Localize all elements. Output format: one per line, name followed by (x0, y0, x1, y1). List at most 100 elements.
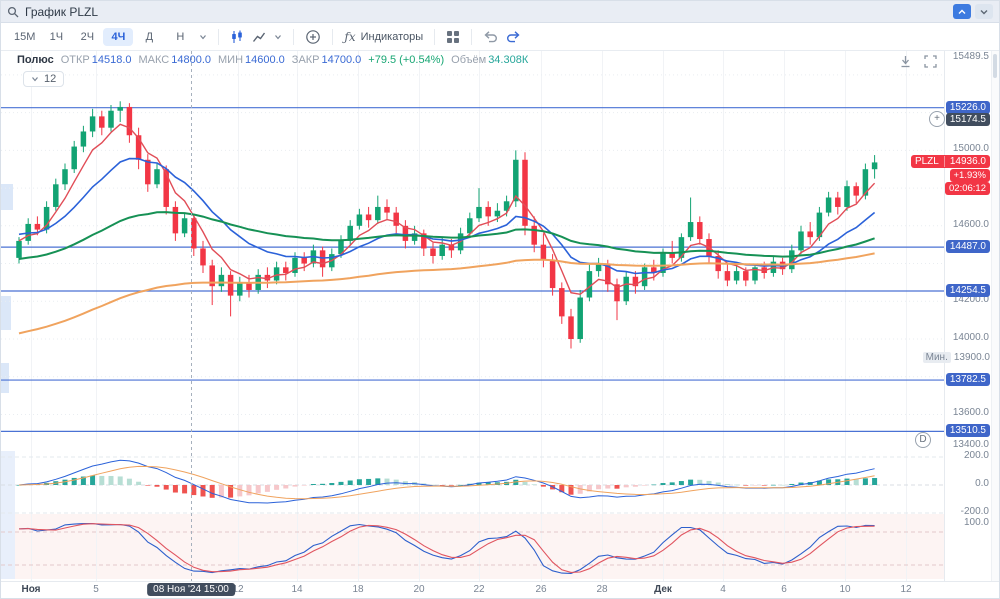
chart-type-candles-button[interactable] (226, 27, 248, 47)
candle (531, 225, 537, 245)
expand-panel-button[interactable] (975, 4, 993, 19)
candle (163, 169, 169, 207)
layout-grid-button[interactable] (442, 27, 464, 47)
date-tick: 14 (291, 584, 303, 595)
date-tick: 12 (900, 584, 912, 595)
legend-change: +79.5 (+0.54%) (368, 54, 445, 66)
macd-hist-bar (568, 485, 574, 495)
macd-hist-bar (301, 485, 307, 486)
search-icon[interactable] (7, 6, 19, 18)
macd-hist-bar (448, 485, 454, 486)
candle (218, 274, 225, 287)
macd-hist-bar (669, 482, 675, 485)
timeframe-Н[interactable]: Н (176, 30, 185, 43)
legend-high: МАКС 14800.0 (138, 54, 212, 66)
chart-type-dropdown-button[interactable] (270, 30, 286, 44)
date-tick: 6 (781, 584, 787, 595)
candle (365, 214, 372, 221)
candle (421, 233, 427, 249)
chevron-down-icon (980, 9, 988, 14)
dividend-marker[interactable]: D (915, 432, 931, 448)
date-tick: 10 (839, 584, 851, 595)
macd-hist-bar (743, 485, 749, 486)
chart-corner-tools (899, 55, 937, 68)
timeframe-dropdown-button[interactable] (195, 30, 211, 44)
macd-hist-bar (338, 481, 344, 485)
toolbar-separator (293, 28, 295, 45)
macd-hist-bar (274, 485, 280, 490)
macd-hist-bar (531, 484, 537, 485)
timeframe-1Ч[interactable]: 1Ч (49, 30, 64, 43)
macd-hist-bar (356, 479, 362, 485)
fullscreen-icon[interactable] (924, 55, 937, 68)
stoch-k-line (18, 522, 875, 574)
candle (568, 316, 574, 340)
macd-hist-bar (209, 485, 215, 498)
chevron-down-icon (32, 77, 38, 82)
undo-button[interactable] (479, 27, 502, 46)
macd-hist-bar (485, 482, 491, 485)
candle (191, 218, 197, 249)
macd-hist-bar (559, 485, 565, 493)
collapse-panel-button[interactable] (953, 4, 971, 19)
candle (80, 131, 87, 147)
candle (411, 233, 418, 241)
macd-hist-bar (439, 485, 445, 486)
macd-hist-bar (844, 478, 850, 485)
ma-long-orange (18, 252, 875, 335)
candle (632, 276, 639, 287)
candle (393, 212, 399, 226)
add-comparison-button[interactable] (301, 26, 325, 48)
indicators-chip[interactable]: 12 (23, 71, 65, 87)
candle (209, 265, 215, 287)
date-tick: 4 (720, 584, 726, 595)
macd-hist-bar (310, 484, 316, 485)
candle (549, 259, 556, 289)
add-order-button[interactable]: + (929, 111, 945, 128)
redo-button[interactable] (502, 27, 525, 46)
vertical-scrollbar[interactable] (991, 51, 999, 582)
timeframe-Д[interactable]: Д (145, 30, 154, 43)
candle (126, 106, 133, 136)
candle (301, 257, 307, 264)
date-tick: 20 (413, 584, 425, 595)
macd-hist-bar (678, 481, 684, 485)
legend-close: ЗАКР 14700.0 (291, 54, 362, 66)
candle (844, 186, 850, 207)
candle (835, 197, 841, 207)
macd-hist-bar (154, 485, 160, 487)
scrollbar-thumb[interactable] (993, 54, 997, 78)
timeframe-2Ч[interactable]: 2Ч (80, 30, 95, 43)
price-axis[interactable] (944, 51, 992, 582)
toolbar-separator (471, 28, 473, 45)
legend-low: МИН 14600.0 (218, 54, 285, 66)
timeframe-15М[interactable]: 15М (14, 30, 36, 43)
timeframe-4Ч[interactable]: 4Ч (103, 27, 134, 46)
candle (347, 225, 353, 241)
macd-hist-bar (292, 485, 298, 487)
candle (448, 244, 455, 251)
candle (246, 282, 252, 290)
macd-hist-bar (16, 485, 22, 486)
candle (577, 297, 583, 340)
macd-hist-bar (228, 485, 234, 498)
toolbar-separator (434, 28, 436, 45)
macd-hist-bar (108, 475, 114, 485)
date-tick: 12 (232, 584, 244, 595)
candle (743, 271, 749, 281)
scroll-to-recent-icon[interactable] (899, 55, 912, 68)
timeframe-group: 15М 1Ч 2Ч 4Ч Д Н (9, 27, 195, 46)
indicators-label: Индикаторы (360, 30, 424, 43)
candle (476, 206, 482, 219)
time-axis[interactable]: Ноя 5 12 14 18 20 22 26 28 Дек 4 6 10 12 08 Ноя '24 15… (1, 581, 999, 598)
macd-hist-bar (826, 479, 832, 485)
candle (494, 210, 501, 217)
candle (108, 110, 114, 128)
macd-hist-bar (697, 479, 703, 485)
chart-type-line-button[interactable] (248, 27, 270, 47)
candle (384, 206, 390, 213)
macd-hist-bar (117, 476, 123, 485)
candle (89, 116, 96, 132)
indicators-button[interactable]: ƒx Индикаторы (340, 27, 427, 47)
